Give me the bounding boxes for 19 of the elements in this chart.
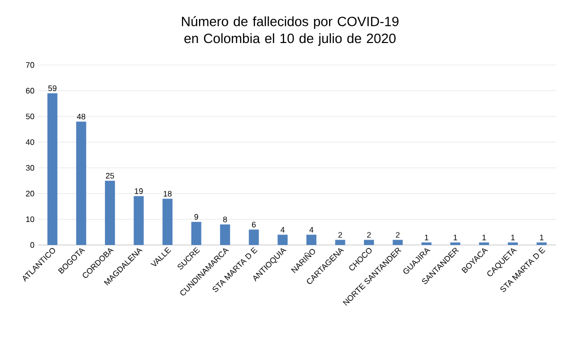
bar [306, 234, 316, 245]
bar [536, 242, 547, 245]
bar [134, 196, 144, 245]
chart-title: Número de fallecidos por COVID-19 en Colombia el 10 de julio de 2020 [182, 16, 398, 46]
bar [191, 222, 202, 245]
bar [162, 198, 173, 245]
bar [422, 242, 432, 245]
bar [479, 242, 490, 245]
bar [248, 230, 259, 245]
bar [47, 93, 58, 245]
bar [508, 242, 518, 245]
bar [392, 240, 403, 245]
bar [220, 224, 230, 245]
bar [335, 240, 346, 245]
bar [278, 234, 288, 245]
bar [76, 122, 86, 245]
bar [104, 180, 115, 245]
bar [364, 240, 374, 245]
bar [450, 242, 460, 245]
